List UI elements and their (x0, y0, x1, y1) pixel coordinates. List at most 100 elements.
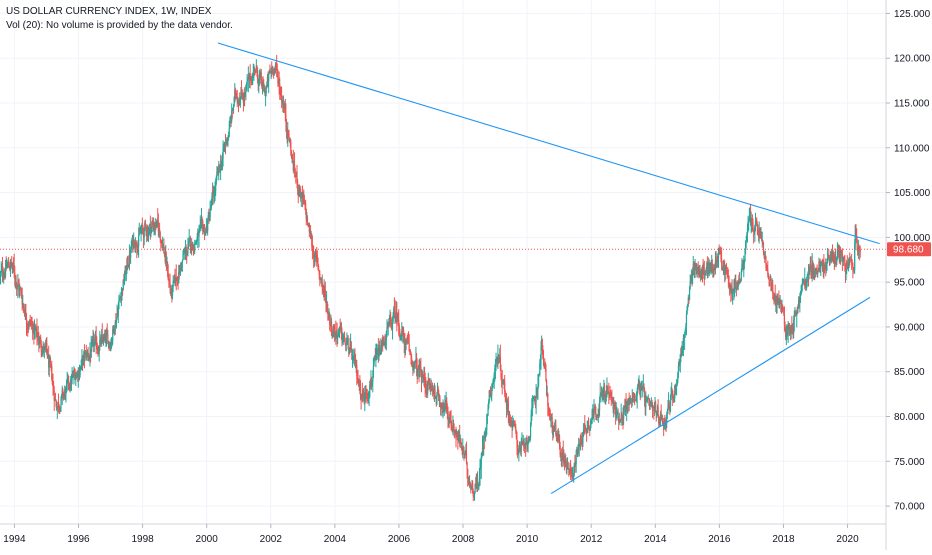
time-axis[interactable]: 1994 1996 1998 2000 2002 2004 2006 2008 2010 2012… (0, 523, 886, 545)
candle-body (88, 355, 90, 358)
candle-body (40, 344, 42, 352)
candle-body (247, 79, 249, 81)
candle-body (526, 444, 529, 447)
candle-body (521, 441, 523, 444)
candle-body (765, 267, 768, 269)
candle-body (311, 246, 314, 250)
candle-body (407, 342, 410, 344)
candle-body (242, 98, 244, 100)
time-axis-label: 2002 (260, 534, 283, 545)
candle-body (3, 274, 5, 278)
candle-body (284, 105, 286, 115)
candle-body (663, 420, 665, 430)
candle-body (24, 311, 26, 317)
candle-body (427, 385, 429, 394)
candle-body (556, 435, 558, 437)
chart-legend: US DOLLAR CURRENCY INDEX, 1W, INDEX Vol … (6, 5, 233, 33)
candle-body (611, 398, 614, 401)
candle-body (487, 407, 489, 415)
candle-body (823, 267, 826, 268)
candle-body (532, 398, 534, 402)
candle-body (110, 344, 112, 350)
candle-body (262, 82, 264, 84)
candle-body (468, 481, 471, 485)
candle-body (321, 282, 323, 286)
candle-body (519, 443, 521, 450)
candle-body (836, 249, 839, 260)
candle-body (826, 263, 828, 270)
candle-body (161, 240, 163, 248)
candle-body (380, 344, 383, 354)
candle-body (62, 389, 64, 396)
candle-body (139, 232, 142, 234)
candle-body (380, 353, 382, 354)
candle-body (677, 365, 680, 373)
candle-body (704, 274, 706, 276)
candle-body (413, 361, 415, 368)
price-axis-label: 70.000 (894, 502, 925, 513)
candle-body (493, 374, 495, 379)
candle-body (711, 263, 713, 268)
candle-body (191, 243, 193, 250)
candle-body (75, 375, 78, 379)
candle-body (248, 73, 251, 81)
candle-body (205, 226, 208, 230)
candle-body (30, 322, 32, 324)
candle-body (411, 357, 413, 362)
candle-body (300, 193, 302, 199)
candle-body (214, 191, 216, 192)
symbol-title: US DOLLAR CURRENCY INDEX, 1W, INDEX (6, 6, 212, 17)
candle-body (91, 342, 93, 348)
candle-body (558, 435, 560, 437)
candle-body (225, 138, 227, 145)
candle-body (44, 345, 46, 348)
trendlines[interactable] (217, 42, 880, 495)
candle-body (475, 482, 477, 487)
candle-body (858, 245, 860, 248)
candle-body (604, 398, 606, 403)
candle-body (186, 254, 188, 256)
candle-body (168, 280, 171, 284)
price-axis[interactable]: 70.000 75.000 80.000 85.000 90.000 95.000 100.… (885, 0, 931, 550)
trendline-lower[interactable] (550, 296, 871, 495)
candle-body (613, 405, 615, 410)
candle-body (15, 277, 17, 285)
candle-body (122, 288, 124, 291)
candle-body (332, 328, 334, 337)
candle-body (292, 161, 294, 171)
candle-body (758, 230, 760, 238)
candle-body (133, 240, 135, 247)
candle-body (618, 420, 620, 423)
candle-body (794, 313, 797, 315)
candle-body (110, 342, 113, 345)
candle-body (818, 262, 820, 270)
candle-body (513, 422, 516, 426)
candle-body (534, 398, 537, 402)
candle-body (293, 164, 296, 169)
candle-body (370, 381, 373, 382)
candle-body (166, 263, 168, 266)
candle-body (206, 226, 208, 231)
candle-body (93, 336, 95, 346)
candle-body (297, 189, 299, 193)
candle-body (783, 314, 786, 326)
trendline-upper[interactable] (217, 42, 880, 245)
candle-body (709, 266, 712, 272)
candle-body (815, 268, 817, 270)
candle-body (655, 403, 657, 413)
candle-body (362, 394, 364, 397)
candle-body (363, 396, 365, 403)
candle-body (112, 328, 114, 340)
candle-body (330, 320, 332, 325)
candle-body (165, 256, 167, 266)
candle-body (64, 389, 66, 395)
candle-body (774, 294, 776, 303)
candle-body (802, 282, 804, 284)
candle-body (32, 325, 34, 333)
candle-body (185, 248, 187, 255)
candle-body (53, 390, 55, 401)
candle-body (116, 313, 118, 319)
candle-body (850, 259, 852, 261)
